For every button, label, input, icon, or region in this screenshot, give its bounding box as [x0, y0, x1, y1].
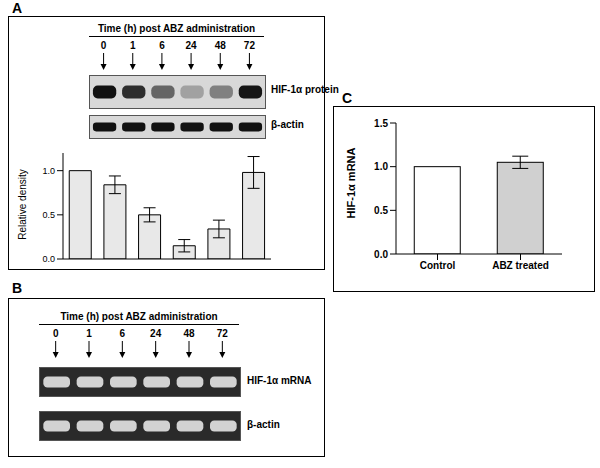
html-text:HIF-1α protein: HIF-1α protein: [271, 84, 339, 95]
svg-text:24: 24: [186, 40, 198, 51]
svg-text:1.0: 1.0: [374, 161, 388, 172]
svg-text:6: 6: [120, 328, 126, 339]
svg-text:72: 72: [244, 40, 256, 51]
svg-text:ABZ treated: ABZ treated: [492, 260, 549, 271]
svg-text:6: 6: [159, 40, 165, 51]
html-text:β-actin: β-actin: [271, 119, 304, 130]
svg-text:1: 1: [130, 40, 136, 51]
html-text:Time (h) post ABZ administrati: Time (h) post ABZ administration: [60, 311, 218, 322]
svg-text:0: 0: [53, 328, 59, 339]
svg-text:72: 72: [217, 328, 229, 339]
svg-text:24: 24: [150, 328, 162, 339]
svg-text:0.5: 0.5: [42, 210, 55, 220]
html-text:β-actin: β-actin: [247, 419, 280, 430]
svg-text:0.0: 0.0: [42, 254, 55, 264]
html-text:HIF-1α mRNA: HIF-1α mRNA: [247, 375, 312, 386]
svg-text:1.5: 1.5: [374, 118, 388, 129]
svg-text:0.0: 0.0: [374, 249, 388, 260]
svg-text:0: 0: [101, 40, 107, 51]
html-text:C: C: [342, 90, 353, 106]
svg-text:48: 48: [183, 328, 195, 339]
html-text:HIF-1α mRNA: HIF-1α mRNA: [345, 147, 357, 219]
html-text:Time (h) post ABZ administrati: Time (h) post ABZ administration: [97, 23, 256, 34]
svg-text:48: 48: [215, 40, 227, 51]
html-text:B: B: [12, 280, 23, 296]
svg-text:1: 1: [86, 328, 92, 339]
html-text:A: A: [12, 0, 23, 16]
svg-text:0.5: 0.5: [374, 205, 388, 216]
svg-text:1.0: 1.0: [42, 166, 55, 176]
svg-text:Control: Control: [420, 260, 456, 271]
html-text:Relative density: Relative density: [16, 169, 28, 240]
